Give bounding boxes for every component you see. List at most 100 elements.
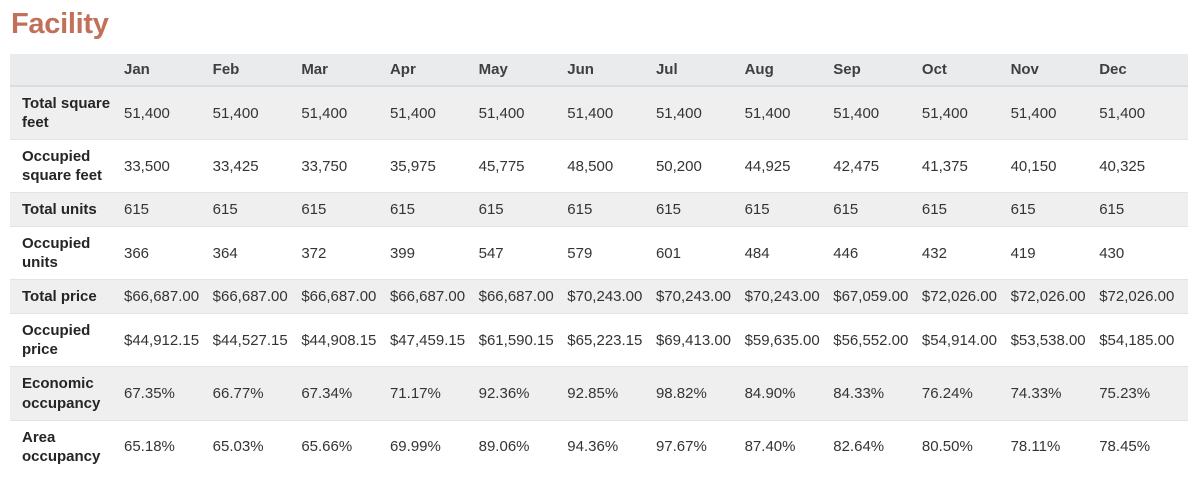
table-cell: 430 — [1099, 244, 1125, 262]
table-cell: $66,687.00 — [478, 288, 554, 306]
table-cell: $70,243.00 — [567, 288, 643, 306]
table-cell: $69,413.00 — [655, 331, 732, 349]
table-cell: 51,400 — [124, 104, 170, 122]
table-cell: 615 — [921, 201, 947, 219]
table-cell: 51,400 — [478, 104, 525, 122]
table-cell: $70,243.00 — [655, 288, 732, 306]
table-cell: 67.34% — [301, 385, 353, 403]
table-body: Total square feet 51,400 51,400 51,400 51,40… — [10, 86, 1188, 473]
table-cell: 65.03% — [212, 438, 264, 456]
row-label: Total square feet — [22, 95, 111, 132]
header-row: Jan Feb Mar Apr May Jun Jul Aug Sep Oct Nov Dec — [10, 54, 1188, 87]
table-cell: 41,375 — [921, 157, 968, 175]
column-header-jul: Jul — [655, 54, 745, 87]
table-cell: 48,500 — [567, 157, 614, 175]
table-cell: 84.90% — [744, 385, 796, 403]
table-cell: $66,687.00 — [124, 288, 200, 306]
table-cell: 82.64% — [833, 438, 885, 456]
table-cell: 615 — [1099, 201, 1125, 219]
table-cell: 50,200 — [655, 157, 702, 175]
table-row: Total square feet 51,400 51,400 51,400 51,40… — [10, 86, 1188, 140]
table-cell: 51,400 — [212, 104, 259, 122]
table-cell: 51,400 — [833, 104, 880, 122]
table-cell: 80.50% — [921, 438, 973, 456]
table-cell: 51,400 — [655, 104, 702, 122]
table-cell: 45,775 — [478, 157, 525, 175]
table-cell: 615 — [567, 201, 593, 219]
table-row: Occupied units 366 364 372 399 547 579 601 484 44… — [10, 226, 1188, 280]
table-cell: 615 — [124, 201, 150, 219]
table-cell: 40,150 — [1010, 157, 1057, 175]
row-label: Total price — [22, 288, 97, 306]
column-header-nov: Nov — [1010, 54, 1100, 87]
table-cell: 51,400 — [1010, 104, 1057, 122]
table-cell: 76.24% — [921, 385, 973, 403]
row-label: Total units — [22, 201, 97, 219]
table-cell: $59,635.00 — [744, 331, 820, 349]
column-header-jan: Jan — [124, 54, 213, 87]
column-header-feb: Feb — [212, 54, 302, 87]
table-cell: 615 — [655, 201, 681, 219]
table-cell: 44,925 — [744, 157, 791, 175]
table-cell: 372 — [301, 244, 327, 262]
column-header-oct: Oct — [921, 54, 1011, 87]
row-label: Occupied price — [22, 322, 91, 359]
table-cell: $61,590.15 — [478, 331, 554, 349]
table-cell: $72,026.00 — [1010, 288, 1086, 306]
table-cell: $44,908.15 — [301, 331, 377, 349]
column-header-aug: Aug — [744, 54, 834, 87]
table-row: Total price $66,687.00 $66,687.00 $66,687.0… — [10, 279, 1188, 314]
page-title: Facility — [11, 8, 109, 40]
table-cell: 615 — [478, 201, 504, 219]
table-cell: 94.36% — [567, 438, 619, 456]
table-cell: 615 — [1010, 201, 1036, 219]
corner-cell — [10, 54, 124, 87]
table-cell: 364 — [212, 244, 238, 262]
table-row: Occupied square feet 33,500 33,425 33,750 35… — [10, 139, 1188, 193]
table-cell: 35,975 — [389, 157, 436, 175]
table-cell: 33,750 — [301, 157, 348, 175]
table-cell: $67,059.00 — [833, 288, 909, 306]
table-cell: $56,552.00 — [833, 331, 909, 349]
table-cell: 51,400 — [921, 104, 968, 122]
table-cell: 51,400 — [1099, 104, 1146, 122]
column-header-may: May — [478, 54, 568, 87]
table-cell: 92.85% — [567, 385, 619, 403]
row-label: Occupied units — [22, 235, 91, 272]
table-cell: 51,400 — [744, 104, 791, 122]
table-cell: 75.23% — [1099, 385, 1151, 403]
table-cell: 484 — [744, 244, 770, 262]
column-header-jun: Jun — [567, 54, 656, 87]
table-cell: 98.82% — [655, 385, 707, 403]
table-cell: $54,914.00 — [921, 331, 997, 349]
table-cell: 89.06% — [478, 438, 530, 456]
table-cell: 66.77% — [212, 385, 264, 403]
column-header-mar: Mar — [301, 54, 390, 87]
table-row: Occupied price $44,912.15 $44,527.15 $44,90… — [10, 313, 1188, 367]
table-row: Total units 615 615 615 615 615 615 615 615 615 61… — [10, 192, 1188, 227]
table-row: Area occupancy 65.18% 65.03% 65.66% 69.99% 89… — [10, 420, 1188, 473]
table-cell: $66,687.00 — [389, 288, 466, 306]
column-header-sep: Sep — [833, 54, 922, 87]
table-cell: 419 — [1010, 244, 1036, 262]
row-label: Economic occupancy — [22, 375, 101, 412]
table-cell: 67.35% — [124, 385, 175, 403]
table-cell: $66,687.00 — [212, 288, 288, 306]
table-cell: 33,425 — [212, 157, 259, 175]
table-cell: $53,538.00 — [1010, 331, 1086, 349]
table-cell: 399 — [389, 244, 415, 262]
table-cell: 71.17% — [389, 385, 441, 403]
table-cell: 579 — [567, 244, 593, 262]
table-cell: 87.40% — [744, 438, 796, 456]
table-cell: $44,527.15 — [212, 331, 288, 349]
table-cell: 547 — [478, 244, 504, 262]
table-header: Jan Feb Mar Apr May Jun Jul Aug Sep Oct Nov Dec — [10, 54, 1188, 87]
table-cell: 615 — [389, 201, 415, 219]
table-cell: 78.11% — [1010, 438, 1061, 456]
table-cell: 74.33% — [1010, 385, 1062, 403]
table-cell: 42,475 — [833, 157, 880, 175]
table-cell: 446 — [833, 244, 859, 262]
table-cell: $72,026.00 — [921, 288, 997, 306]
table-cell: $54,185.00 — [1099, 331, 1175, 349]
table-cell: $65,223.15 — [567, 331, 643, 349]
